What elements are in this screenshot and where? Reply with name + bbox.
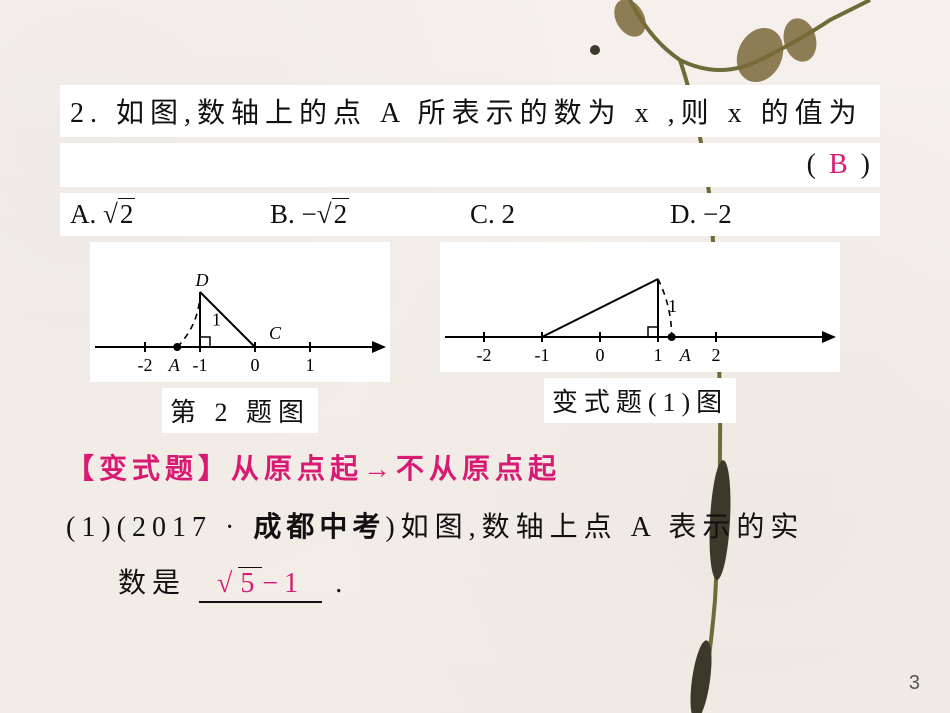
variant-answer-blank: √5−1 [199, 568, 322, 603]
options-row: A. √2 B. −√2 C. 2 D. −2 [60, 193, 880, 236]
answer-paren-line: ( B ) [60, 143, 880, 187]
svg-text:0: 0 [251, 355, 260, 375]
svg-text:1: 1 [654, 345, 663, 365]
svg-text:A: A [168, 355, 181, 375]
svg-text:2: 2 [712, 345, 721, 365]
sub-number: (1) [66, 512, 117, 543]
svg-text:-1: -1 [193, 355, 208, 375]
question-stem-line: 2. 如图,数轴上的点 A 所表示的数为 x ,则 x 的值为 [60, 85, 880, 137]
figures-row: -2-101A1DC 第 2 题图 -2-10121A 变式题(1)图 [90, 242, 910, 433]
content-area: 2. 如图,数轴上的点 A 所表示的数为 x ,则 x 的值为 ( B ) A.… [60, 85, 910, 612]
svg-text:C: C [269, 323, 282, 343]
answer-letter: B [823, 149, 854, 180]
option-C: C. 2 [470, 199, 670, 230]
svg-text:-2: -2 [138, 355, 153, 375]
sub-stem-line2-post: . [335, 568, 348, 599]
page-number: 3 [909, 672, 920, 695]
question-number: 2. [70, 98, 103, 129]
svg-text:A: A [679, 345, 692, 365]
source-year: (2017 [117, 512, 212, 543]
paren-close: ) [861, 149, 870, 180]
source-name: 成都中考 [253, 511, 385, 542]
svg-text:1: 1 [306, 355, 315, 375]
variant-sub-question: (1)(2017 · 成都中考)如图,数轴上点 A 表示的实 数是 √5−1 . [66, 499, 896, 612]
figure-q2-caption: 第 2 题图 [162, 388, 318, 433]
svg-text:0: 0 [596, 345, 605, 365]
sub-stem-line2-pre: 数是 [118, 568, 186, 599]
figure-q2-svg: -2-101A1DC [90, 242, 390, 382]
figure-q2: -2-101A1DC 第 2 题图 [90, 242, 390, 433]
svg-text:-1: -1 [535, 345, 550, 365]
svg-text:-2: -2 [477, 345, 492, 365]
paren-open: ( [807, 149, 816, 180]
option-A: A. √2 [70, 199, 270, 230]
option-D: D. −2 [670, 199, 870, 230]
figure-variant1-svg: -2-10121A [440, 242, 840, 372]
figure-variant1: -2-10121A 变式题(1)图 [440, 242, 840, 433]
svg-text:D: D [195, 270, 209, 290]
variant-title: 【变式题】从原点起→不从原点起 [66, 447, 910, 487]
question-stem-text: 如图,数轴上的点 A 所表示的数为 x ,则 x 的值为 [116, 98, 863, 129]
sub-stem-part1: 如图,数轴上点 A 表示的实 [401, 512, 805, 543]
option-B: B. −√2 [270, 199, 470, 230]
figure-variant1-caption: 变式题(1)图 [544, 378, 736, 423]
source-close: ) [385, 512, 400, 543]
source-dot: · [225, 512, 240, 543]
